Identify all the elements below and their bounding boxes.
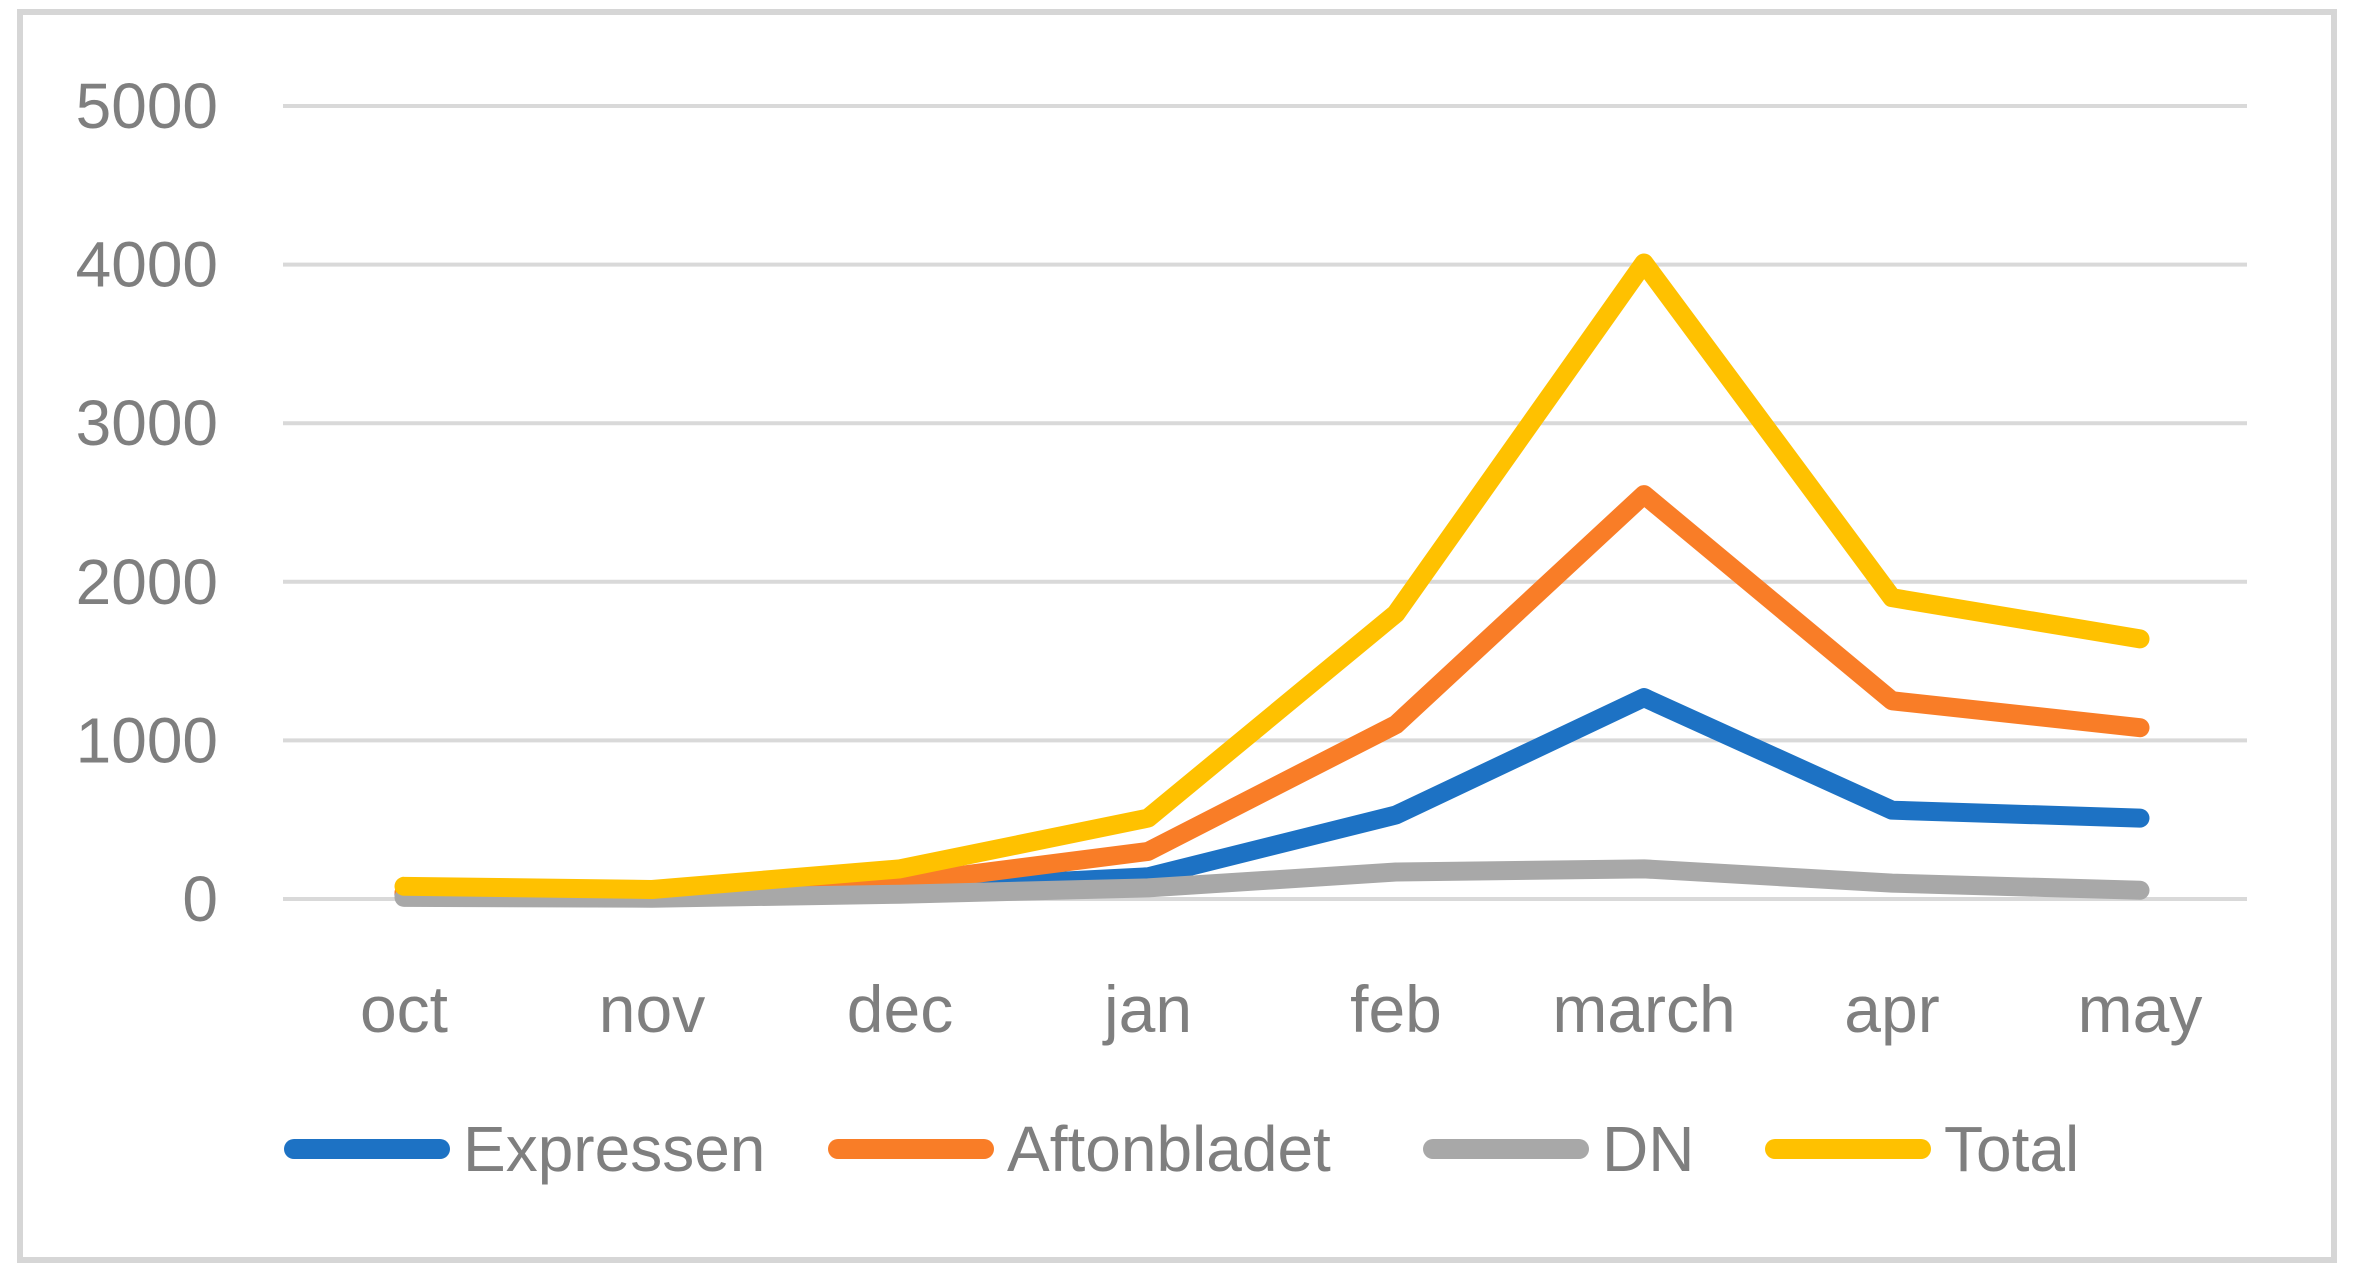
legend-label-dn: DN <box>1602 1113 1695 1185</box>
y-tick-label-3000: 3000 <box>76 387 218 459</box>
y-tick-label-0: 0 <box>182 863 218 935</box>
x-axis-label-nov: nov <box>599 972 705 1046</box>
x-axis-label-jan: jan <box>1102 972 1192 1046</box>
legend-swatch-aftonbladet <box>828 1139 994 1159</box>
series-line-dn <box>394 859 2150 908</box>
y-tick-label-5000: 5000 <box>76 70 218 142</box>
legend-item-aftonbladet: Aftonbladet <box>828 1112 1331 1186</box>
y-tick-label-1000: 1000 <box>76 704 218 776</box>
legend-swatch-expressen <box>284 1139 450 1159</box>
x-axis-label-apr: apr <box>1844 972 1939 1046</box>
x-axis-label-oct: oct <box>360 972 448 1046</box>
legend-swatch-total <box>1765 1139 1931 1159</box>
x-axis-label-march: march <box>1552 972 1735 1046</box>
legend-item-dn: DN <box>1423 1112 1694 1186</box>
x-axis-label-may: may <box>2078 972 2203 1046</box>
y-tick-label-2000: 2000 <box>76 546 218 618</box>
x-axis-label-feb: feb <box>1350 972 1442 1046</box>
y-tick-label-4000: 4000 <box>76 229 218 301</box>
legend-item-total: Total <box>1765 1112 2079 1186</box>
legend-item-expressen: Expressen <box>284 1112 765 1186</box>
legend-label-total: Total <box>1944 1113 2080 1185</box>
series-line-total <box>394 253 2150 899</box>
x-axis-label-dec: dec <box>847 972 953 1046</box>
legend-label-aftonbladet: Aftonbladet <box>1007 1113 1331 1185</box>
chart-frame-border <box>17 9 2337 1263</box>
series-line-aftonbladet <box>394 485 2150 904</box>
legend-swatch-dn <box>1423 1139 1589 1159</box>
chart-legend: Expressen Aftonbladet DN Total <box>0 1112 2354 1186</box>
legend-label-expressen: Expressen <box>463 1113 766 1185</box>
